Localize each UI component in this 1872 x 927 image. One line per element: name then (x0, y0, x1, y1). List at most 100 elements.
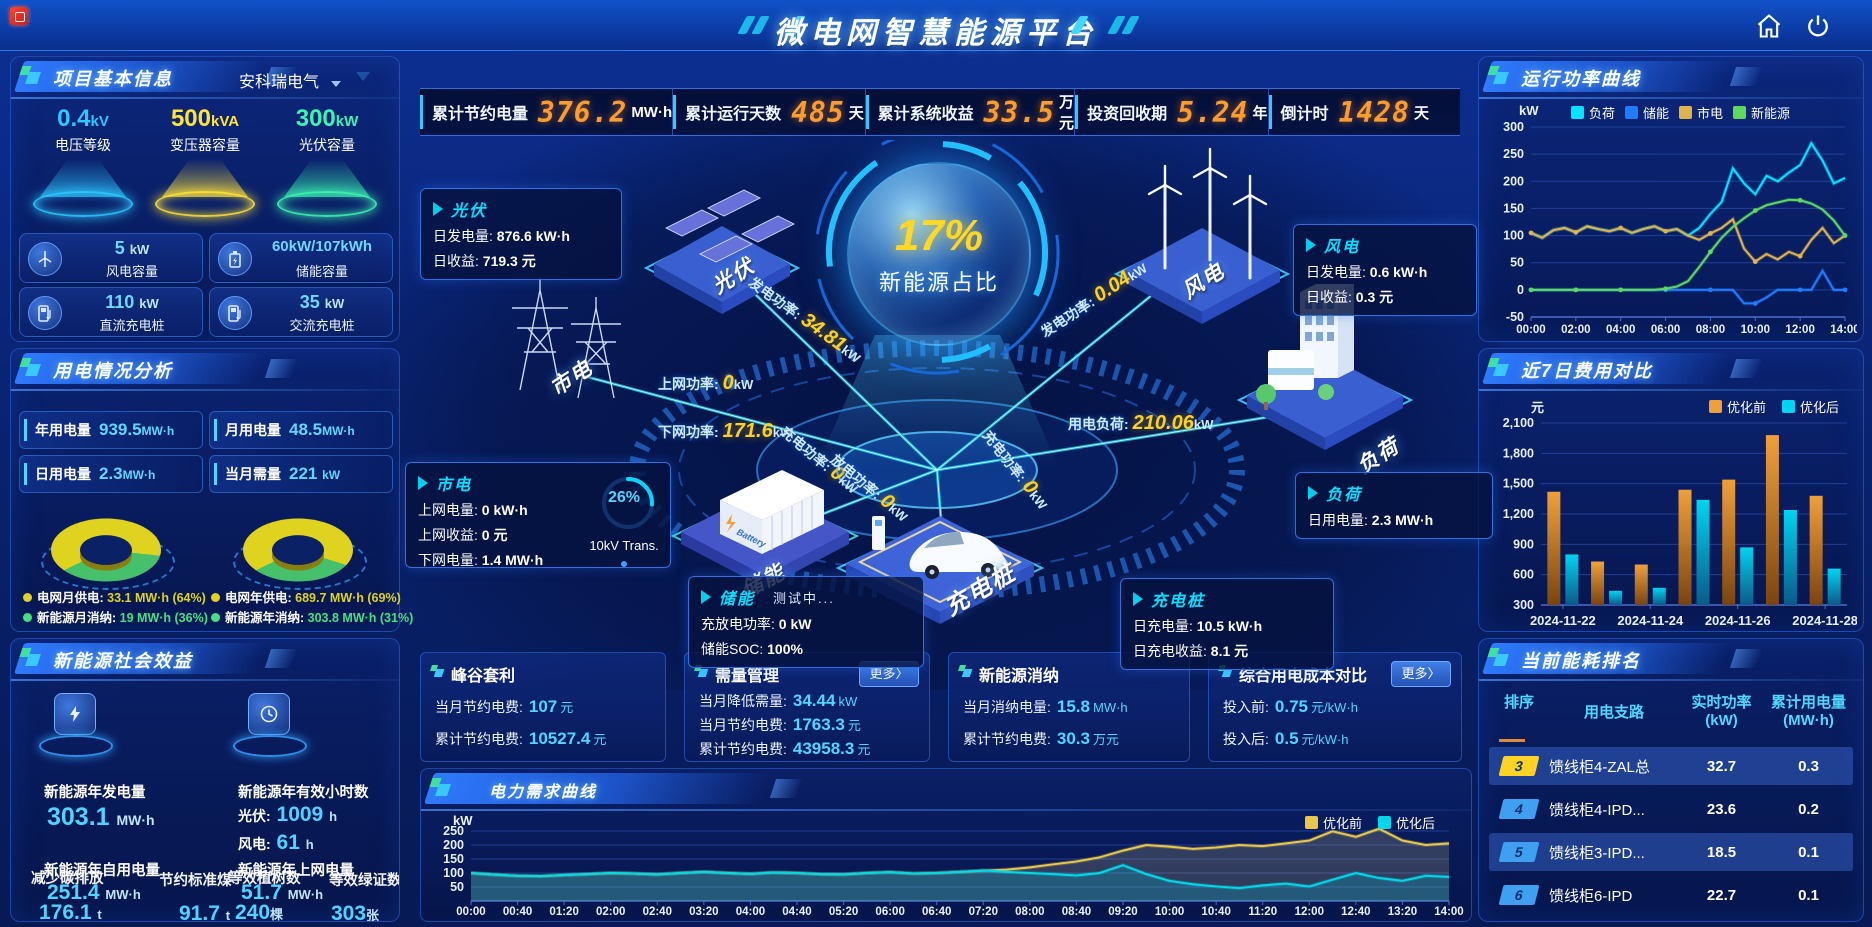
panel-header: 用电情况分析 (11, 349, 399, 391)
kpi-value: 1428 (1338, 95, 1410, 129)
legend-item[interactable]: 优化前 (1304, 813, 1362, 832)
stat-day-usage: 日用电量 2.3MW·h (19, 455, 203, 493)
hours-clock-icon (233, 693, 307, 757)
panel-title: 新能源社会效益 (53, 651, 193, 671)
svg-text:04:40: 04:40 (782, 906, 811, 918)
svg-text:12:00: 12:00 (1785, 324, 1814, 336)
svg-text:200: 200 (1503, 174, 1524, 188)
panel-cost-comparison: 综合用电成本对比 更多〉 投入前: 0.75 元/kW·h 投入后: 0.5 元/kW·… (1208, 652, 1462, 762)
demand-curve-chart: 50 100 150 200 250 00:00 00:40 01:20 02:00 02:40 0… (425, 809, 1465, 919)
card-dc-charger: 110 kW 直流充电桩 (19, 287, 203, 337)
chevron-right-icon (1308, 486, 1318, 500)
topology-canvas: Battery (512, 140, 1414, 624)
kpi-label: 累计运行天数 (685, 106, 782, 123)
benefit-label: 等效植树数 (228, 871, 301, 887)
kpi-label: 投资回收期 (1087, 106, 1168, 123)
svg-text:2,100: 2,100 (1503, 416, 1534, 430)
app-logo-icon (10, 7, 28, 25)
benefit-label: 新能源年自用电量 (44, 863, 160, 879)
more-button[interactable]: 更多〉 (1391, 661, 1451, 687)
legend-grid-month: 电网月供电: 33.1 MW·h (64%) (23, 587, 206, 606)
kpi-value: 5.24 (1177, 95, 1249, 129)
kpi-unit: 天 (848, 104, 864, 122)
rank-badge: 5 (1498, 842, 1540, 862)
legend-item[interactable]: 优化前 (1708, 397, 1766, 416)
y-axis-unit: kW (453, 813, 473, 828)
panel-title: 近7日费用对比 (1521, 361, 1654, 381)
transformer-load-gauge: 26% 10kV Trans. (588, 475, 660, 567)
callout-storage: 储能 测试中... 充放电功率: 0 kW 储能SOC: 100% (688, 576, 924, 668)
chevron-right-icon (1306, 238, 1316, 252)
svg-text:200: 200 (443, 838, 464, 852)
panel-project-info: 项目基本信息 安科瑞电气 0.4kV 电压等级 500kVA 变压器容量 300… (10, 56, 400, 342)
panel-corner-icon (1487, 356, 1511, 380)
svg-text:12:40: 12:40 (1341, 906, 1370, 918)
col-branch: 用电支路 (1583, 704, 1644, 721)
legend-item[interactable]: 优化后 (1781, 397, 1839, 416)
kpi-label: 累计节约电量 (432, 106, 529, 123)
flow-feed-in: 上网功率: 0kW (658, 372, 754, 394)
panel-corner-icon (19, 356, 43, 380)
ranking-rows: 3 馈线柜4-ZAL总 32.7 0.3 4 馈线柜4-IPD... 23.6 … (1489, 747, 1853, 905)
card-value: 110 kW (105, 292, 159, 312)
company-selector[interactable]: 安科瑞电气 (239, 68, 342, 92)
renewable-share-value: 17% (894, 211, 984, 260)
legend-item[interactable]: 负荷 (1571, 103, 1615, 122)
panel-title: 用电情况分析 (53, 361, 173, 381)
load-node-illustration (1236, 284, 1414, 450)
microgrid-topology: Battery 17% 新能源占比 光伏 风电 (405, 140, 1493, 670)
callout-title: 负荷 (1308, 481, 1480, 505)
legend-item[interactable]: 新能源 (1733, 103, 1790, 122)
legend-item[interactable]: 优化后 (1377, 813, 1435, 832)
kpi-label: 累计系统收益 (877, 106, 974, 123)
table-row[interactable]: 6 馈线柜6-IPD 22.7 0.1 (1489, 876, 1853, 905)
chevron-right-icon (1133, 592, 1143, 606)
svg-text:150: 150 (443, 852, 464, 866)
callout-title: 储能 测试中... (701, 585, 911, 609)
panel-corner-icon (19, 646, 43, 670)
table-row[interactable]: 3 馈线柜4-ZAL总 32.7 0.3 (1489, 747, 1853, 785)
stat-value: 300kW (295, 105, 359, 132)
card-label: 风电容量 (105, 264, 158, 279)
svg-text:11:20: 11:20 (1248, 906, 1277, 918)
table-header: 排序 用电支路 实时功率 (kW) 累计用电量 (MW·h) (1489, 691, 1853, 729)
svg-text:10:00: 10:00 (1741, 324, 1770, 336)
dc-charger-icon (28, 296, 62, 330)
svg-text:2024-11-28: 2024-11-28 (1792, 613, 1857, 628)
storage-node-illustration: Battery (670, 470, 860, 588)
table-row[interactable]: 5 馈线柜3-IPD... 18.5 0.1 (1489, 833, 1853, 871)
svg-text:14:00: 14:00 (1434, 906, 1463, 918)
rank-badge: 3 (1498, 756, 1540, 776)
panel-header: 运行功率曲线 (1479, 57, 1863, 99)
callout-grid: 市电 上网电量: 0 kW·h 上网收益: 0 元 下网电量: 1.4 MW·h… (405, 462, 671, 568)
legend-item[interactable]: 市电 (1679, 103, 1723, 122)
chevron-down-icon (331, 81, 342, 87)
cost-compare-chart: 300 600 900 1,200 1,500 1,800 2,100 2024-11-22 2… (1485, 389, 1858, 631)
battery-icon (218, 242, 252, 276)
svg-text:900: 900 (1513, 537, 1534, 551)
chart-legend: 优化前 优化后 (1708, 397, 1839, 416)
stat-transformer-capacity: 500kVA 变压器容量 (145, 105, 265, 217)
ac-charger-icon (218, 296, 252, 330)
panel-title: 当前能耗排名 (1521, 651, 1641, 671)
legend-item[interactable]: 储能 (1625, 103, 1669, 122)
chart-legend: 优化前 优化后 (1304, 813, 1435, 832)
svg-text:02:00: 02:00 (1561, 324, 1590, 336)
table-row[interactable]: 4 馈线柜4-IPD... 23.6 0.2 (1489, 790, 1853, 828)
home-icon[interactable] (1754, 12, 1784, 40)
kpi-unit: 天 (1413, 104, 1429, 122)
svg-text:600: 600 (1513, 568, 1534, 582)
card-wind-capacity: 5 kW 风电容量 (19, 233, 203, 283)
card-label: 交流充电桩 (289, 318, 355, 333)
pv-node-illustration (643, 189, 801, 314)
kpi-bar: 累计节约电量 376.2 MW·h 累计运行天数 485 天 累计系统收益 33… (420, 88, 1460, 136)
power-icon[interactable] (1804, 12, 1834, 40)
grid-node-illustration (512, 278, 621, 399)
panel-title: 峰谷套利 (451, 668, 516, 685)
kpi-label: 倒计时 (1280, 106, 1329, 123)
callout-title: 光伏 (433, 197, 609, 221)
card-label: 直流充电桩 (99, 318, 165, 333)
svg-text:09:20: 09:20 (1108, 906, 1137, 918)
svg-text:250: 250 (1503, 147, 1524, 161)
